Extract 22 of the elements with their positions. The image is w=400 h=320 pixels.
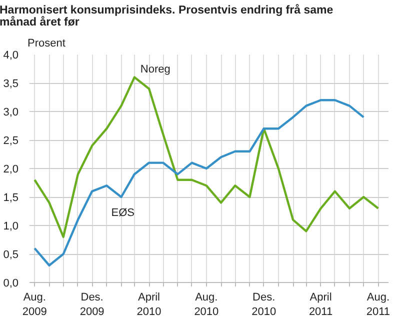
- series-label: EØS: [111, 207, 134, 219]
- x-tick-label: Aug. 2009: [22, 292, 47, 318]
- x-tick-label: Aug. 2010: [194, 292, 219, 318]
- x-tick-label: Aug. 2011: [366, 292, 390, 318]
- line-series: [34, 76, 380, 238]
- y-tick-label: 0,5: [3, 249, 19, 261]
- x-tick-label: April 2010: [136, 292, 162, 318]
- y-tick-label: 2,5: [3, 135, 19, 147]
- y-tick-label: 0,0: [3, 278, 19, 290]
- y-tick-label: 1,5: [3, 192, 19, 204]
- y-tick-label: 3,5: [3, 78, 19, 90]
- y-tick-label: 1,0: [3, 220, 19, 232]
- chart-title: Harmonisert konsumprisindeks. Prosentvis endring frå same månad året før: [0, 4, 334, 28]
- y-tick-label: 4,0: [3, 50, 19, 62]
- x-tick-label: Des. 2010: [252, 292, 276, 318]
- y-tick-label: 2,0: [3, 164, 19, 176]
- y-tick-label: 3,0: [3, 106, 19, 118]
- x-tick-label: April 2011: [308, 292, 333, 318]
- y-axis-title: Prosent: [28, 38, 66, 50]
- line-series: [34, 99, 365, 266]
- series-label: Noreg: [140, 63, 170, 76]
- x-tick-label: Des. 2009: [80, 292, 104, 318]
